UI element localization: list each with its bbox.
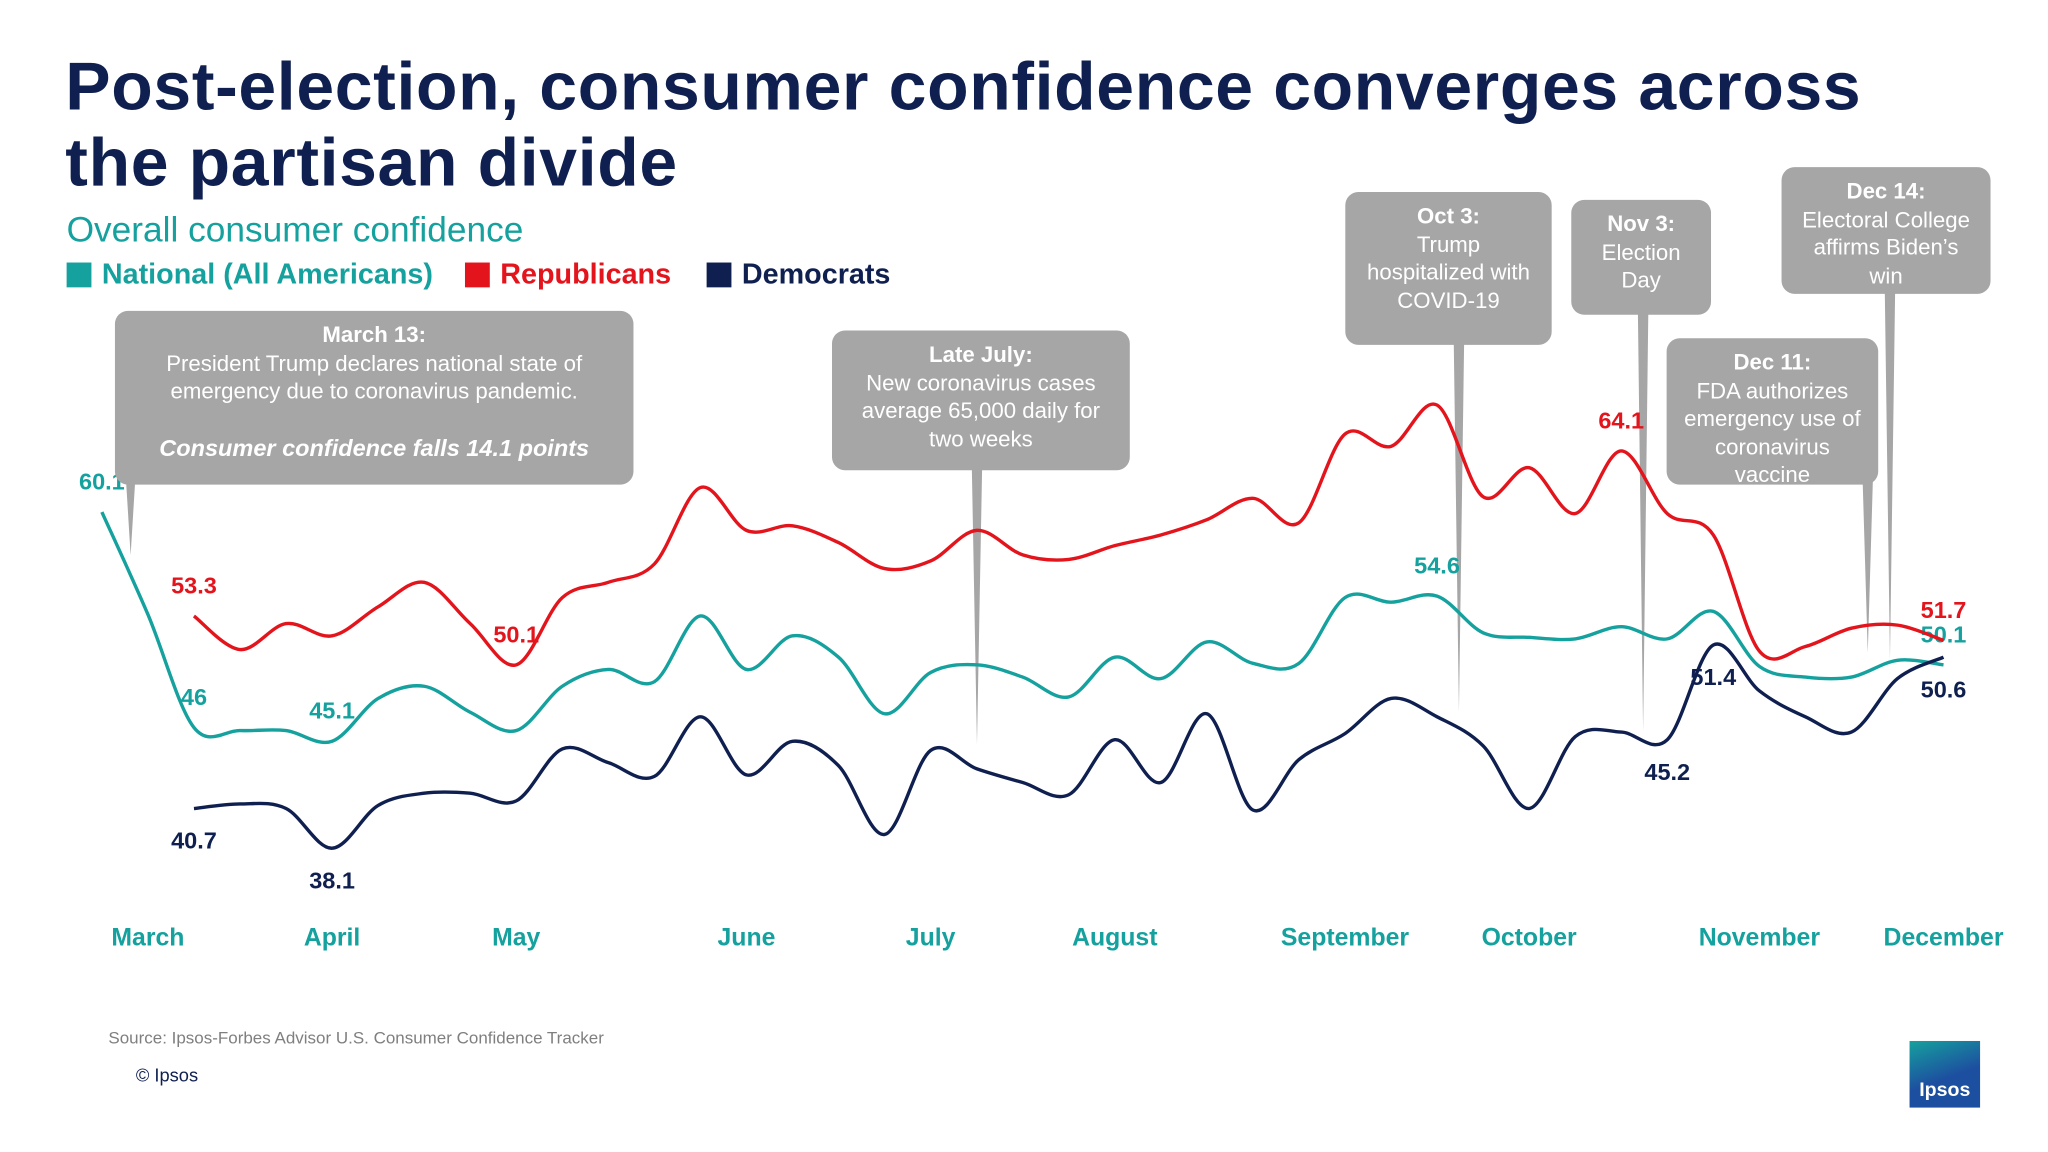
x-tick-label: June: [718, 925, 776, 952]
annotation: March 13: President Trump declares nation…: [114, 310, 634, 485]
series-line: [192, 402, 1945, 667]
data-label: 45.1: [309, 698, 355, 724]
legend-swatch: [66, 261, 92, 287]
pointer: [1453, 339, 1465, 712]
series-line: [193, 642, 1945, 850]
annotation-title: March 13:: [322, 322, 427, 348]
annotation-title: Nov 3:: [1607, 211, 1676, 237]
x-tick-label: December: [1884, 925, 2004, 952]
annotation-text: Election Day: [1601, 239, 1681, 293]
annotation-text: Trump hospitalized with COVID-19: [1367, 231, 1530, 313]
annotation: Oct 3: Trump hospitalized with COVID-19: [1345, 191, 1552, 345]
x-tick-label: September: [1281, 925, 1410, 952]
copyright: © Ipsos: [135, 1064, 199, 1086]
source-note: Source: Ipsos-Forbes Advisor U.S. Consum…: [108, 1027, 604, 1048]
data-label: 54.6: [1414, 553, 1460, 579]
data-label: 38.1: [309, 867, 355, 893]
legend-label: Republicans: [500, 257, 672, 290]
annotation-text: New coronavirus cases average 65,000 dai…: [861, 370, 1101, 452]
data-label: 64.1: [1598, 407, 1644, 433]
data-label: 51.7: [1921, 597, 1967, 623]
logo: Ipsos: [1909, 1040, 1981, 1108]
data-label: 40.7: [171, 828, 217, 854]
pointer: [1862, 476, 1873, 654]
legend-label: National (All Americans): [101, 257, 433, 290]
legend-swatch: [464, 261, 490, 287]
legend-swatch: [706, 261, 732, 287]
pointer: [1884, 287, 1896, 660]
annotation-text: Electoral College affirms Biden’s win: [1802, 207, 1970, 288]
x-tick-label: July: [906, 925, 956, 952]
annotation-title: Late July:: [929, 342, 1033, 368]
chart-title: Post-election, consumer confidence conve…: [65, 49, 1862, 202]
annotation-title: Dec 14:: [1846, 178, 1926, 204]
data-label: 45.2: [1644, 759, 1690, 785]
annotation-title: Dec 11:: [1733, 350, 1812, 375]
annotation: Dec 14: Electoral College affirms Biden’s…: [1781, 167, 1991, 294]
x-tick-label: November: [1699, 925, 1821, 952]
pointer: [125, 470, 136, 556]
annotation: Late July: New coronavirus cases average …: [831, 330, 1130, 471]
data-label: 46: [181, 684, 207, 710]
series-line: [100, 511, 1944, 745]
x-tick-label: May: [492, 925, 540, 952]
annotation-note: Consumer confidence falls 14.1 points: [159, 434, 590, 461]
legend-label: Democrats: [741, 257, 891, 290]
x-tick-label: October: [1482, 925, 1577, 952]
annotation-pointers: [125, 287, 1896, 745]
pointer: [1637, 310, 1649, 732]
data-label: 50.1: [493, 621, 539, 647]
x-tick-label: August: [1072, 925, 1157, 952]
legend-item: Democrats: [706, 257, 891, 291]
annotation: Dec 11: FDA authorizes emergency use of c…: [1666, 338, 1879, 487]
legend-item: Republicans: [464, 257, 672, 291]
chart-subtitle: Overall consumer confidence: [66, 210, 524, 250]
annotation-title: Oct 3:: [1417, 203, 1480, 229]
data-label: 51.4: [1690, 664, 1736, 690]
x-tick-label: March: [111, 925, 184, 952]
legend-item: National (All Americans): [66, 257, 433, 291]
annotation: Nov 3: Election Day: [1571, 199, 1712, 315]
annotation-text: FDA authorizes emergency use of coronavi…: [1684, 378, 1861, 488]
x-tick-label: April: [304, 925, 360, 952]
data-label: 50.6: [1921, 676, 1967, 702]
annotation-text: President Trump declares national state …: [166, 350, 583, 404]
pointer: [971, 463, 983, 745]
data-label: 53.3: [171, 572, 217, 598]
